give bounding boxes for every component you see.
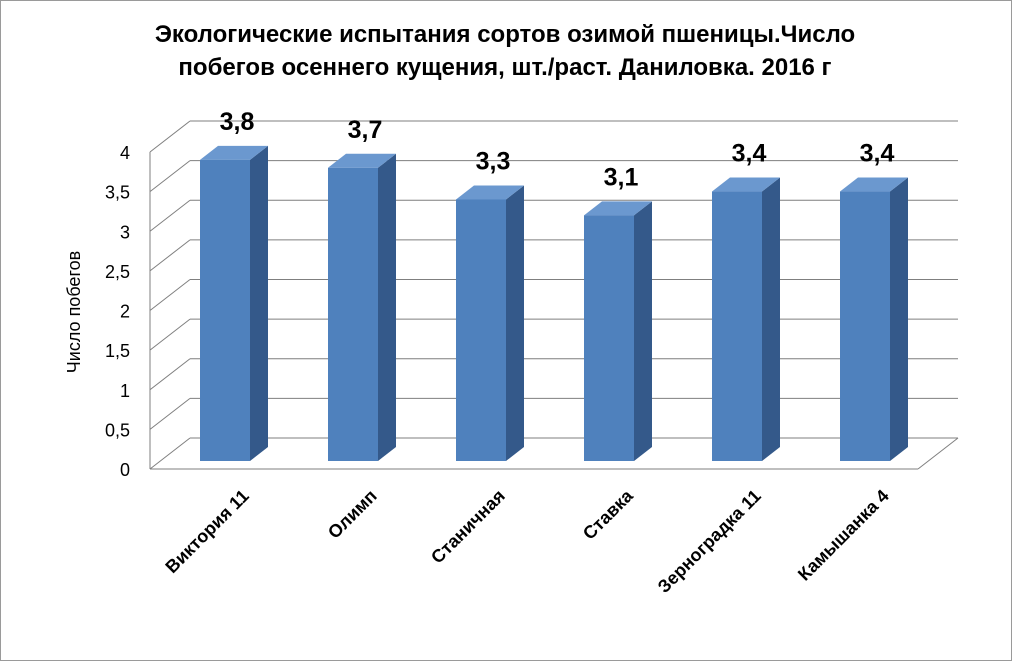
- bar-side: [378, 153, 396, 461]
- category-label: Олимп: [324, 486, 381, 543]
- y-axis-label: Число побегов: [64, 251, 84, 373]
- bar-side: [762, 177, 780, 462]
- bar-side: [890, 177, 908, 462]
- floor-right-edge: [917, 437, 959, 470]
- bar-top: [456, 185, 524, 200]
- category-label: Виктория 11: [161, 486, 252, 577]
- category-label: Станичная: [427, 486, 509, 568]
- bar: [840, 191, 890, 462]
- bar-side: [634, 201, 652, 461]
- data-label: 3,4: [860, 140, 895, 168]
- data-label: 3,1: [604, 163, 639, 191]
- gridline-side: [149, 160, 191, 193]
- gridline-side: [149, 397, 191, 430]
- y-tick-label: 1: [120, 381, 130, 401]
- chart-title: Экологические испытания сортов озимой пш…: [154, 21, 856, 81]
- data-label: 3,8: [220, 108, 255, 136]
- data-label: 3,7: [348, 116, 383, 144]
- data-label: 3,3: [476, 147, 511, 175]
- gridline-side: [149, 239, 191, 272]
- bar-side: [506, 185, 524, 461]
- gridlines: [149, 120, 959, 470]
- bar-side: [250, 145, 268, 461]
- category-label: Ставка: [579, 485, 638, 544]
- bar: [200, 159, 250, 461]
- bar: [712, 191, 762, 462]
- bar-top: [200, 145, 268, 160]
- gridline-side: [149, 437, 191, 470]
- category-label: Зерноградка 11: [654, 486, 765, 597]
- gridline-side: [149, 120, 191, 153]
- bar-top: [328, 153, 396, 168]
- data-label: 3,4: [732, 140, 767, 168]
- y-tick-label: 1,5: [105, 341, 130, 361]
- gridline-side: [149, 318, 191, 351]
- y-tick-label: 3: [120, 222, 130, 242]
- bar-top: [584, 201, 652, 216]
- y-tick-label: 2: [120, 302, 130, 322]
- y-tick-label: 0,5: [105, 420, 130, 440]
- gridline-side: [149, 358, 191, 391]
- bar: [456, 199, 506, 461]
- gridline-side: [149, 279, 191, 311]
- category-label: Камышанка 4: [794, 486, 893, 585]
- y-tick-label: 0: [120, 460, 130, 480]
- bars: [200, 145, 908, 462]
- y-tick-label: 4: [120, 143, 130, 163]
- bar-top: [840, 177, 908, 192]
- gridline-side: [149, 199, 191, 232]
- y-tick-label: 3,5: [105, 183, 130, 203]
- y-tick-label: 2,5: [105, 262, 130, 282]
- bar: [328, 167, 378, 461]
- bar-top: [712, 177, 780, 192]
- bar: [584, 215, 634, 461]
